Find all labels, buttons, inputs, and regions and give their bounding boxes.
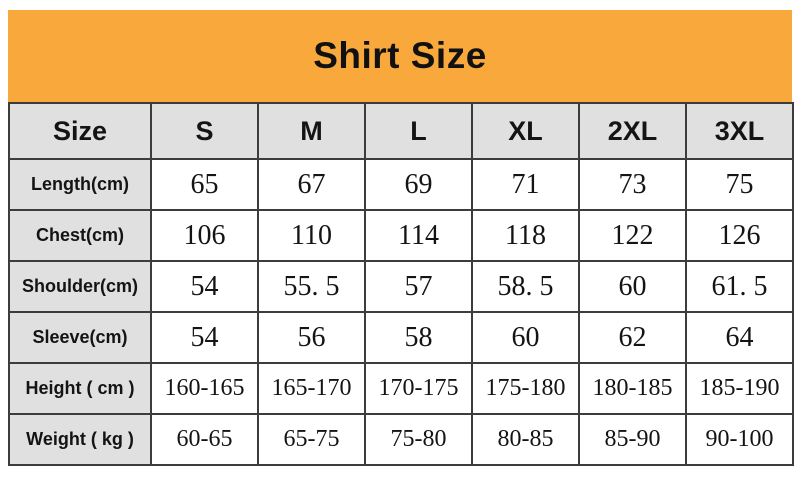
row-label-chest: Chest(cm) [8,209,152,262]
table-cell: 56 [257,311,366,364]
page-title: Shirt Size [313,35,487,76]
row-label-length: Length(cm) [8,158,152,211]
table-row-sleeve: Sleeve(cm) 54 56 58 60 62 64 [8,311,794,364]
table-row-shoulder: Shoulder(cm) 54 55. 5 57 58. 5 60 61. 5 [8,260,794,313]
table-cell: 57 [364,260,473,313]
table-cell: 165-170 [257,362,366,415]
table-cell: 75 [685,158,794,211]
table-cell: 62 [578,311,687,364]
column-header-s: S [150,102,259,160]
table-cell: 160-165 [150,362,259,415]
size-table: Size S M L XL 2XL 3XL Length(cm) 65 67 6… [8,102,794,466]
row-label-height: Height ( cm ) [8,362,152,415]
table-cell: 126 [685,209,794,262]
table-cell: 90-100 [685,413,794,466]
table-cell: 60 [471,311,580,364]
table-header-row: Size S M L XL 2XL 3XL [8,102,794,160]
table-cell: 118 [471,209,580,262]
table-cell: 122 [578,209,687,262]
column-header-xl: XL [471,102,580,160]
table-cell: 106 [150,209,259,262]
table-cell: 65-75 [257,413,366,466]
table-cell: 114 [364,209,473,262]
table-cell: 170-175 [364,362,473,415]
table-row-length: Length(cm) 65 67 69 71 73 75 [8,158,794,211]
table-cell: 55. 5 [257,260,366,313]
table-cell: 110 [257,209,366,262]
row-label-shoulder: Shoulder(cm) [8,260,152,313]
column-header-2xl: 2XL [578,102,687,160]
table-cell: 67 [257,158,366,211]
column-header-3xl: 3XL [685,102,794,160]
corner-header-size: Size [8,102,152,160]
table-cell: 60-65 [150,413,259,466]
table-cell: 58. 5 [471,260,580,313]
column-header-l: L [364,102,473,160]
table-cell: 73 [578,158,687,211]
table-row-height: Height ( cm ) 160-165 165-170 170-175 17… [8,362,794,415]
table-cell: 75-80 [364,413,473,466]
table-cell: 80-85 [471,413,580,466]
table-cell: 185-190 [685,362,794,415]
table-cell: 175-180 [471,362,580,415]
table-cell: 61. 5 [685,260,794,313]
row-label-sleeve: Sleeve(cm) [8,311,152,364]
table-cell: 71 [471,158,580,211]
table-cell: 60 [578,260,687,313]
table-cell: 69 [364,158,473,211]
table-cell: 54 [150,260,259,313]
title-banner: Shirt Size [8,10,792,102]
table-cell: 54 [150,311,259,364]
table-row-chest: Chest(cm) 106 110 114 118 122 126 [8,209,794,262]
table-row-weight: Weight ( kg ) 60-65 65-75 75-80 80-85 85… [8,413,794,466]
table-cell: 85-90 [578,413,687,466]
table-cell: 65 [150,158,259,211]
column-header-m: M [257,102,366,160]
table-cell: 64 [685,311,794,364]
row-label-weight: Weight ( kg ) [8,413,152,466]
table-cell: 180-185 [578,362,687,415]
table-cell: 58 [364,311,473,364]
